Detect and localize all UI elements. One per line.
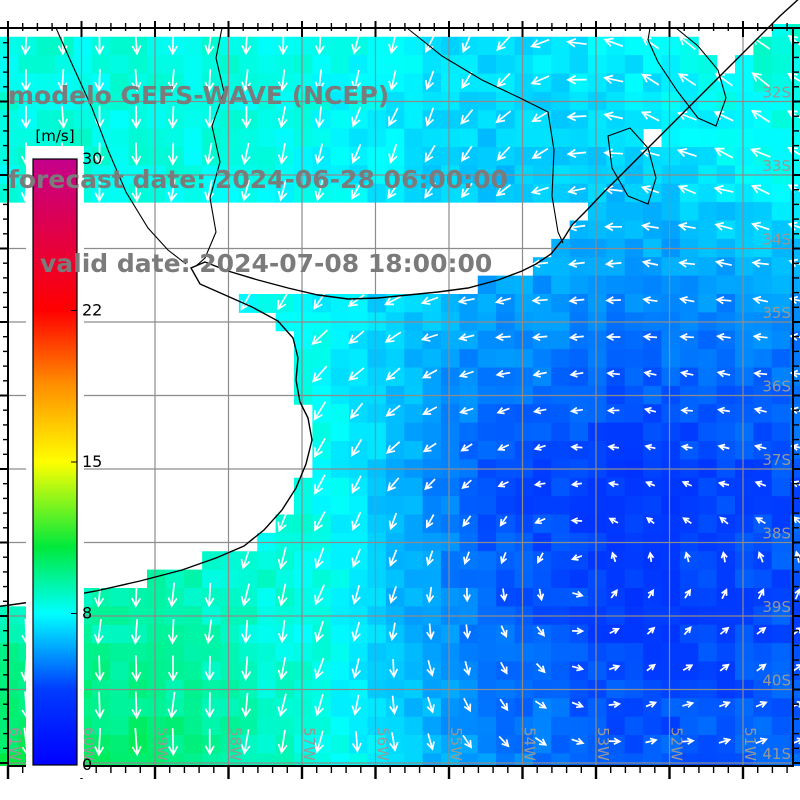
lat-label-41S: 41S	[762, 745, 791, 763]
wind-arrows	[20, 32, 800, 757]
lat-label-34S: 34S	[762, 231, 791, 249]
lat-label-33S: 33S	[762, 157, 791, 175]
colorbar-tick-15: 15	[82, 452, 102, 471]
colorbar: [m/s] 30 22 15 8 0	[26, 127, 102, 778]
lat-label-38S: 38S	[762, 525, 791, 543]
lon-label-54W: 54W	[521, 727, 539, 761]
lon-label-51W: 51W	[741, 727, 759, 761]
lon-label-58W: 58W	[227, 727, 245, 761]
lon-label-56W: 56W	[374, 727, 392, 761]
lon-label-55W: 55W	[447, 727, 465, 761]
lon-label-52W: 52W	[668, 727, 686, 761]
lon-label-61W: 61W	[6, 727, 24, 761]
lon-label-57W: 57W	[300, 727, 318, 761]
lon-label-59W: 59W	[153, 727, 171, 761]
colorbar-tick-0: 0	[82, 755, 92, 774]
colorbar-tick-30: 30	[82, 149, 102, 168]
lon-label-53W: 53W	[594, 727, 612, 761]
lat-label-36S: 36S	[762, 378, 791, 396]
colorbar-tick-22: 22	[82, 301, 102, 320]
axes-frame	[0, 21, 800, 779]
graticule	[8, 24, 793, 766]
lat-label-39S: 39S	[762, 598, 791, 616]
colorbar-tick-8: 8	[82, 604, 92, 623]
colorbar-gradient	[32, 158, 78, 766]
lat-label-32S: 32S	[762, 84, 791, 102]
lat-label-40S: 40S	[762, 672, 791, 690]
lat-label-37S: 37S	[762, 451, 791, 469]
lat-label-35S: 35S	[762, 304, 791, 322]
coastline	[0, 0, 799, 607]
colorbar-unit: [m/s]	[35, 127, 74, 145]
